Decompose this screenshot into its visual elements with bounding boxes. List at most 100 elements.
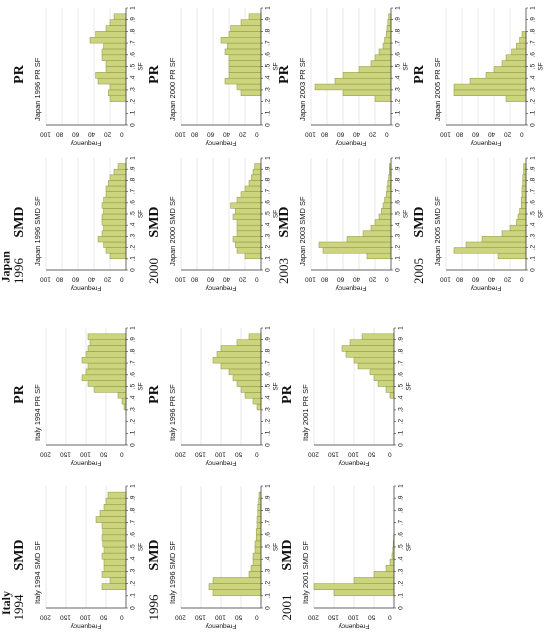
histogram-bar xyxy=(236,247,262,254)
histogram-bar xyxy=(236,339,262,346)
histogram-bar xyxy=(255,534,262,542)
histogram-bar xyxy=(385,191,392,198)
histogram-bar xyxy=(101,571,127,578)
x-tick-label: .4 xyxy=(130,395,137,401)
histogram-bar xyxy=(117,163,127,170)
x-tick-label: .1 xyxy=(265,110,272,116)
histogram-bar xyxy=(93,386,127,393)
x-tick-label: .4 xyxy=(265,556,272,562)
histogram-bar xyxy=(103,558,127,566)
y-tick-label: 40 xyxy=(353,275,361,282)
x-tick-label: 1 xyxy=(530,156,537,160)
histogram-bar xyxy=(240,19,262,26)
histogram-bar xyxy=(374,54,392,61)
x-tick-label: 1 xyxy=(398,326,405,330)
histogram-bar xyxy=(322,247,392,254)
histogram-bar xyxy=(377,380,395,387)
y-tick-label: 200 xyxy=(175,613,186,620)
histogram-bar xyxy=(236,224,262,232)
histogram-bar xyxy=(105,66,127,73)
histogram-bar xyxy=(520,202,527,209)
histogram-bar xyxy=(224,77,262,85)
x-tick-label: .3 xyxy=(265,233,272,239)
x-tick-label: 1 xyxy=(395,156,402,160)
y-tick-label: 40 xyxy=(488,275,496,282)
x-tick-label: .7 xyxy=(130,360,137,366)
histogram-bar xyxy=(89,36,127,44)
x-tick-label: .3 xyxy=(530,87,537,93)
chart-title: Italy 1994 SMD SF xyxy=(33,541,42,604)
histogram-bar xyxy=(501,60,527,67)
x-axis-label: SF xyxy=(406,382,413,390)
histogram-bar xyxy=(523,163,527,170)
histogram-panel: 0 50 100 150 200 0 .1 .2 .3 .4 .5 .6 .7 .8 .9 1 SF Freque… xyxy=(301,484,413,629)
y-tick-label: 50 xyxy=(100,450,108,457)
chart-title: Japan 2000 SMD SF xyxy=(168,196,177,266)
y-tick-label: 60 xyxy=(337,130,345,137)
y-tick-label: 100 xyxy=(175,130,186,137)
y-tick-label: 150 xyxy=(195,613,206,620)
histogram-panel: 0 20 40 60 80 100 0 .1 .2 .3 .4 .5 .6 .7 .8 .9 1 SF Freque… xyxy=(298,6,410,146)
histogram-bar xyxy=(373,571,395,578)
x-tick-label: 1 xyxy=(130,6,137,10)
x-tick-label: .1 xyxy=(530,110,537,116)
y-tick-label: 50 xyxy=(235,613,243,620)
x-tick-label: .8 xyxy=(265,348,272,354)
histogram-bar xyxy=(522,174,527,181)
x-tick-label: .2 xyxy=(130,419,137,425)
panel-label: SMD xyxy=(12,206,27,237)
histogram-bar xyxy=(252,552,262,560)
x-axis-label: SF xyxy=(138,62,145,70)
panel-label: SMD xyxy=(412,206,427,237)
histogram-bar xyxy=(353,577,395,584)
y-tick-label: 0 xyxy=(255,275,259,282)
y-axis-label: Frequency xyxy=(205,459,236,466)
y-tick-label: 60 xyxy=(337,275,345,282)
x-tick-label: .1 xyxy=(265,593,272,599)
x-tick-label: .2 xyxy=(398,581,405,587)
y-tick-label: 0 xyxy=(120,613,124,620)
y-tick-label: 20 xyxy=(504,275,512,282)
histogram-bar xyxy=(117,392,127,399)
histogram-bar xyxy=(244,252,262,260)
y-tick-label: 60 xyxy=(72,275,80,282)
histogram-bar xyxy=(313,583,395,590)
histogram-bar xyxy=(97,77,127,85)
histogram-bar xyxy=(254,546,262,554)
histogram-panel: 0 20 40 60 80 100 0 .1 .2 .3 .4 .5 .6 .7 .8 .9 1 SF Freque… xyxy=(168,6,280,146)
y-tick-label: 80 xyxy=(56,275,64,282)
histogram-bar xyxy=(89,339,127,346)
x-tick-label: .6 xyxy=(130,532,137,538)
y-tick-label: 100 xyxy=(348,450,359,457)
x-tick-label: .4 xyxy=(265,75,272,81)
x-tick-label: .9 xyxy=(265,166,272,172)
histogram-panel: 0 50 100 150 200 0 .1 .2 .3 .4 .5 .6 .7 .8 .9 1 SF Freque… xyxy=(168,484,280,629)
x-tick-label: 0 xyxy=(398,443,405,447)
histogram-bar xyxy=(99,510,127,517)
x-tick-label: .6 xyxy=(130,200,137,206)
x-tick-label: 0 xyxy=(398,606,405,610)
histogram-bar xyxy=(216,351,262,358)
y-tick-label: 150 xyxy=(328,450,339,457)
x-tick-label: 1 xyxy=(265,326,272,330)
panel-label: SMD xyxy=(147,539,162,570)
x-tick-label: .1 xyxy=(398,430,405,436)
y-tick-label: 60 xyxy=(207,130,215,137)
x-tick-label: .1 xyxy=(130,256,137,262)
y-axis-label: Frequency xyxy=(205,284,236,291)
x-axis-label: SF xyxy=(538,62,545,70)
histogram-panel: 0 20 40 60 80 100 0 .1 .2 .3 .4 .5 .6 .7 .8 .9 1 SF Freque… xyxy=(298,156,410,291)
histogram-bar xyxy=(257,504,262,511)
histogram-bar xyxy=(102,528,127,536)
histogram-bar xyxy=(113,13,127,20)
histogram-bar xyxy=(244,392,262,399)
y-axis-label: Frequency xyxy=(338,622,369,629)
histogram-bar xyxy=(248,13,262,20)
x-tick-label: .6 xyxy=(395,52,402,58)
x-tick-label: .8 xyxy=(265,507,272,513)
x-axis-label: SF xyxy=(406,543,413,551)
histogram-bar xyxy=(374,95,392,102)
histogram-bar xyxy=(353,356,395,364)
y-tick-label: 100 xyxy=(80,613,91,620)
x-tick-label: .2 xyxy=(265,245,272,251)
